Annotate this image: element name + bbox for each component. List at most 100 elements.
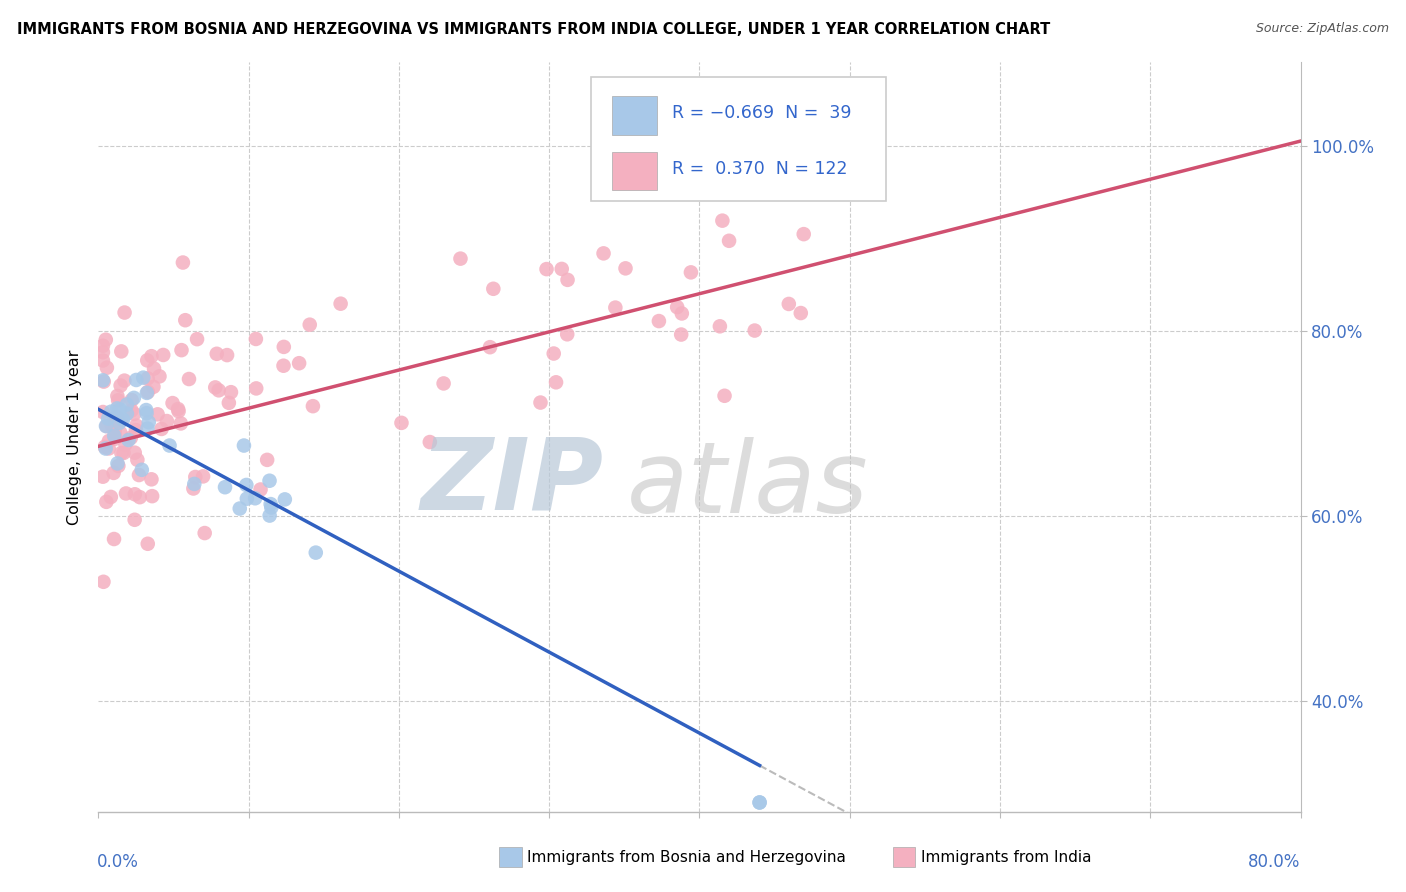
Point [183, 477, 205, 491]
Point [91, 405, 114, 419]
Point [141, 349, 163, 363]
Point [136, 384, 159, 399]
Point [245, 381, 267, 395]
Point [105, 401, 128, 416]
Point [121, 403, 143, 417]
Point [273, 359, 295, 373]
Point [94, 333, 117, 347]
Point [183, 482, 205, 496]
Point [110, 414, 132, 428]
Point [433, 376, 456, 391]
Text: Immigrants from India: Immigrants from India [921, 850, 1091, 864]
Point [91, 353, 114, 368]
Point [274, 492, 297, 507]
Point [162, 396, 184, 410]
Point [115, 486, 138, 500]
Point [288, 356, 311, 370]
Point [260, 500, 283, 515]
Point [121, 393, 143, 408]
Point [391, 416, 413, 430]
Point [112, 412, 135, 426]
Point [131, 463, 153, 477]
Point [748, 796, 770, 810]
Point [103, 466, 125, 480]
Point [450, 252, 472, 266]
Point [170, 343, 193, 358]
Point [218, 396, 240, 410]
Point [141, 472, 163, 486]
Point [536, 262, 558, 277]
Point [124, 513, 146, 527]
Point [108, 402, 131, 417]
Point [96, 419, 118, 434]
Point [114, 437, 136, 451]
Point [249, 483, 271, 497]
Point [110, 446, 132, 460]
Point [125, 418, 148, 433]
Point [208, 384, 231, 398]
Point [97, 411, 120, 425]
Y-axis label: College, Under 1 year: College, Under 1 year [67, 350, 83, 524]
Point [122, 407, 145, 421]
Point [235, 478, 257, 492]
Point [108, 416, 131, 430]
Point [259, 474, 281, 488]
Point [136, 537, 159, 551]
Point [170, 417, 193, 431]
Point [555, 327, 578, 342]
Point [104, 425, 127, 439]
Point [669, 327, 692, 342]
Point [592, 246, 614, 260]
Point [177, 372, 200, 386]
Point [648, 314, 671, 328]
Point [329, 296, 352, 310]
Point [93, 440, 115, 454]
Point [482, 282, 505, 296]
Point [122, 391, 145, 405]
Point [136, 421, 159, 435]
Point [172, 255, 194, 269]
Point [110, 344, 132, 359]
Point [142, 380, 165, 394]
Point [91, 339, 114, 353]
Point [186, 332, 208, 346]
Point [100, 490, 122, 504]
Point [614, 261, 637, 276]
Text: 80.0%: 80.0% [1249, 854, 1301, 871]
Point [136, 371, 159, 385]
Point [256, 453, 278, 467]
Point [302, 399, 325, 413]
Point [713, 389, 735, 403]
Point [93, 574, 115, 589]
Point [97, 442, 120, 456]
Point [671, 306, 693, 320]
Point [544, 376, 567, 390]
Point [115, 397, 138, 411]
Point [135, 385, 157, 400]
Point [217, 348, 239, 362]
Point [174, 313, 197, 327]
Point [479, 340, 502, 354]
Point [790, 306, 813, 320]
Point [101, 417, 124, 432]
Text: ZIP: ZIP [420, 434, 603, 531]
Point [124, 487, 146, 501]
Point [167, 402, 190, 417]
Point [159, 438, 181, 452]
Point [167, 404, 190, 418]
Point [229, 501, 252, 516]
Point [91, 373, 114, 387]
Point [298, 318, 321, 332]
Point [204, 380, 226, 394]
Point [107, 412, 129, 426]
Point [778, 297, 800, 311]
Point [551, 261, 574, 276]
Point [141, 489, 163, 503]
Text: Source: ZipAtlas.com: Source: ZipAtlas.com [1256, 22, 1389, 36]
Point [132, 370, 155, 384]
Text: R =  0.370  N = 122: R = 0.370 N = 122 [672, 160, 848, 178]
Point [605, 301, 627, 315]
Point [107, 457, 129, 471]
Point [110, 425, 132, 440]
Point [94, 442, 117, 456]
